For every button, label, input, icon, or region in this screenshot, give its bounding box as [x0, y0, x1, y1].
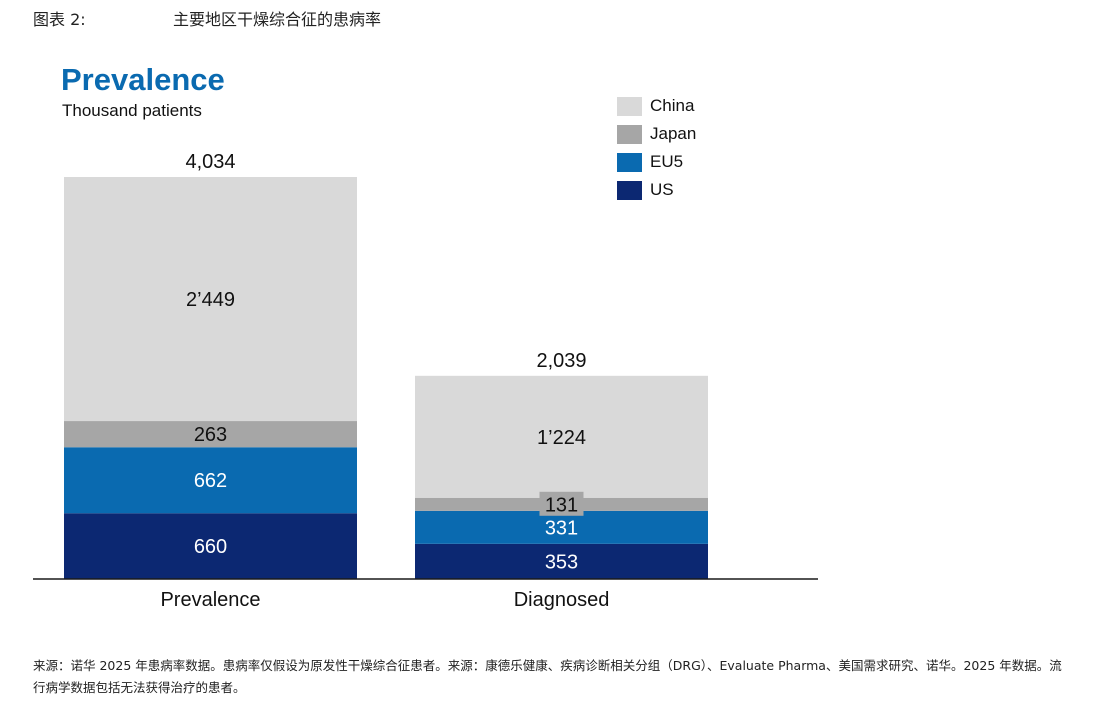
legend-swatch-japan: [617, 125, 642, 144]
total-label-diagnosed: 2,039: [536, 350, 586, 372]
data-label-us-diagnosed: 353: [545, 551, 578, 573]
bar-segment-china-diagnosed: [415, 375, 708, 498]
figure-title: 主要地区干燥综合征的患病率: [173, 10, 382, 29]
bar-segment-eu5-prevalence: [64, 447, 357, 514]
data-label-eu5-prevalence: 662: [194, 470, 227, 492]
data-label-japan-diagnosed: 131: [545, 494, 578, 516]
legend-swatch-china: [617, 97, 642, 116]
legend-swatch-eu5: [617, 153, 642, 172]
data-label-eu5-diagnosed: 331: [545, 517, 578, 539]
chart-subtitle: Thousand patients: [62, 101, 202, 120]
total-label-prevalence: 4,034: [185, 151, 235, 173]
data-label-us-prevalence: 660: [194, 536, 227, 558]
legend-label-china: China: [650, 96, 695, 115]
bar-segment-japan-prevalence: [64, 421, 357, 448]
data-label-china-diagnosed: 1’224: [537, 427, 586, 449]
legend-label-eu5: EU5: [650, 152, 684, 171]
data-label-china-prevalence: 2’449: [186, 289, 235, 311]
x-tick-label-prevalence: Prevalence: [160, 589, 260, 611]
bar-segment-china-prevalence: [64, 177, 357, 422]
bar-segment-us-prevalence: [64, 513, 357, 579]
source-note: 来源：诺华 2025 年患病率数据。患病率仅假设为原发性干燥综合征患者。来源：康…: [33, 658, 1062, 695]
figure-label: 图表 2:: [33, 10, 86, 29]
x-tick-label-diagnosed: Diagnosed: [514, 589, 610, 611]
data-label-box-japan-diagnosed: [539, 491, 584, 516]
legend-label-us: US: [650, 180, 674, 199]
bar-segment-eu5-diagnosed: [415, 510, 708, 544]
bar-segment-us-diagnosed: [415, 543, 708, 579]
chart-title: Prevalence: [61, 62, 225, 97]
data-label-japan-prevalence: 263: [194, 424, 227, 446]
legend-swatch-us: [617, 181, 642, 200]
legend-label-japan: Japan: [650, 124, 697, 143]
